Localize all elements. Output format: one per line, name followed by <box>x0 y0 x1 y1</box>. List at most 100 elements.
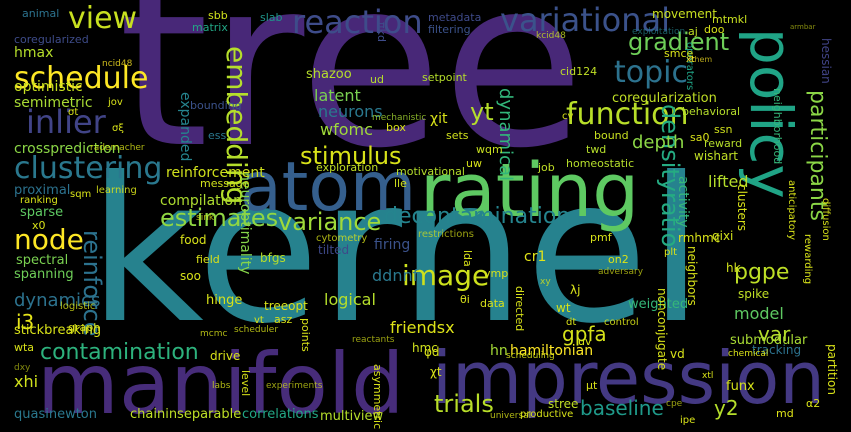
word-twd: twd <box>586 143 607 156</box>
word-box: box <box>386 121 406 134</box>
word-cytometry: cytometry <box>316 233 368 244</box>
word-wfomc: wfomc <box>320 120 373 139</box>
word-exploration: exploration <box>316 161 379 174</box>
word-chaininseparable: chaininseparable <box>130 407 242 422</box>
word-on2: on2 <box>608 253 629 266</box>
word-soo: soo <box>180 269 201 283</box>
word-xt: xt <box>686 55 695 65</box>
word-mechanistic: mechanistic <box>372 113 427 123</box>
word-ess: ess <box>208 129 227 142</box>
word-neighborhood: neighborhood <box>771 88 784 165</box>
word-plt: plt <box>664 247 678 258</box>
word-exploitation: exploitation <box>632 27 686 37</box>
word-yt: yt <box>470 98 494 126</box>
word-contamination: contamination <box>40 340 199 365</box>
word-quasinewton: quasinewton <box>14 407 98 422</box>
word-scheduler: scheduler <box>234 325 279 335</box>
word-depth: depth <box>632 132 685 153</box>
word-firing: firing <box>374 237 411 253</box>
word-reactants: reactants <box>352 335 395 345</box>
word-lifted: lifted <box>708 172 749 191</box>
word-compilation: compilation <box>160 193 242 209</box>
word-sbb: sbb <box>208 9 228 22</box>
word-manifold: manifold <box>37 335 405 432</box>
word-job: job <box>538 161 555 174</box>
word-vd: vd <box>670 347 685 361</box>
word-movement: movement <box>652 7 717 21</box>
word-submodular: submodular <box>730 333 808 348</box>
word-rewarding: rewarding <box>802 234 813 285</box>
word-wt: wt <box>556 301 571 315</box>
word-topic: topic <box>614 55 688 90</box>
word-mu-t: μt <box>586 379 598 392</box>
word-experiments: experiments <box>266 381 323 391</box>
word-optimistic: optimistic <box>14 79 83 95</box>
word-treeopt: treeopt <box>264 299 308 313</box>
word-bound: bound <box>594 129 629 142</box>
word-sqm: sqm <box>70 189 92 200</box>
word-rating: rating <box>420 148 640 234</box>
word-jov: jov <box>108 97 123 108</box>
word-graph: graph <box>68 321 101 334</box>
word-matrix: matrix <box>192 21 228 34</box>
word-chem: chem <box>690 55 713 64</box>
word-alpha2: α2 <box>806 397 821 410</box>
word-neurons: neurons <box>318 102 383 121</box>
word-metadata: metadata <box>428 11 482 24</box>
word-message: message <box>200 177 250 190</box>
word-lda: lda <box>461 250 474 267</box>
word-asz: asz <box>274 313 293 326</box>
word-spike: spike <box>738 287 770 301</box>
word-estimates: estimates <box>160 204 279 232</box>
word-hinge: hinge <box>206 293 243 308</box>
word-wta: wta <box>14 341 35 354</box>
word-data: data <box>480 297 505 310</box>
word-cpe: cpe <box>666 399 683 409</box>
word-model: model <box>734 304 784 323</box>
word-coregularized: coregularized <box>14 33 89 46</box>
word-field: field <box>196 253 220 266</box>
word-animal: animal <box>22 7 60 20</box>
word-kcid48: kcid48 <box>536 31 566 41</box>
word-crossprediction: crossprediction <box>14 141 121 157</box>
word-theta-i: θi <box>460 293 470 306</box>
word-hmc: hmc <box>412 341 438 355</box>
word-kernel: kernel <box>88 135 704 368</box>
word-vmp: vmp <box>484 267 509 280</box>
word-points: points <box>299 318 312 352</box>
word-semimetric: semimetric <box>14 95 93 111</box>
word-multiview: multiview <box>320 409 384 424</box>
word-hamiltonian: hamiltonian <box>510 343 594 359</box>
word-logistic: logistic <box>60 301 96 312</box>
word-pgpe: pgpe <box>734 260 790 285</box>
word-productive: productive <box>520 409 574 420</box>
word-stickbreaking: stickbreaking <box>14 323 102 338</box>
word-impression: impression <box>432 336 825 420</box>
word-lle: lle <box>394 177 407 190</box>
word-reaction: reaction <box>292 3 423 41</box>
word-motivational: motivational <box>396 165 465 178</box>
word-decontamination: decontamination <box>384 204 571 229</box>
word-wqm: wqm <box>476 143 503 156</box>
word-wishart: wishart <box>694 149 738 163</box>
word-drive: drive <box>210 349 241 363</box>
word-mcmc: mcmc <box>200 329 228 339</box>
word-view: view <box>68 1 138 36</box>
word-labs: labs <box>212 381 231 391</box>
word-correlations: correlations <box>242 407 319 422</box>
word-baseline: baseline <box>580 396 664 420</box>
word-asymmetric: asymmetric <box>371 364 384 430</box>
word-ranking: ranking <box>20 195 58 206</box>
word-cv: cv <box>562 111 574 122</box>
word-chi-t2: χt <box>430 365 442 379</box>
word-funx: funx <box>726 379 755 394</box>
word-uv: uv <box>578 335 592 348</box>
word-bounding: bounding <box>190 99 242 112</box>
word-restrictions: restrictions <box>418 229 474 240</box>
word-sa0: sa0 <box>690 131 710 144</box>
word-slab: slab <box>260 11 283 24</box>
word-spectral: spectral <box>16 253 69 268</box>
word-uw: uw <box>466 157 482 170</box>
word-var: var <box>758 322 791 346</box>
